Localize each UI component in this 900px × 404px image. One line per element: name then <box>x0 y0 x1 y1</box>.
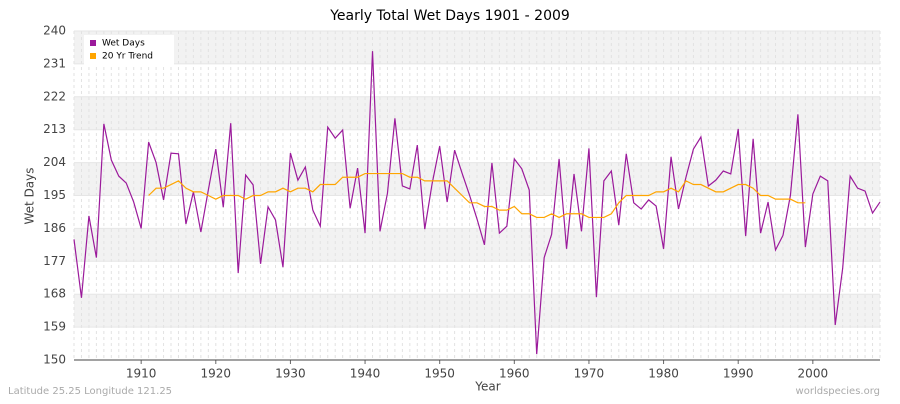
x-tick-label: 1910 <box>126 367 157 381</box>
x-tick-label: 1990 <box>723 367 754 381</box>
y-tick-label: 240 <box>43 24 66 38</box>
y-tick-label: 186 <box>43 221 66 235</box>
y-tick-label: 150 <box>43 353 66 367</box>
legend-label: 20 Yr Trend <box>102 52 153 62</box>
y-tick-label: 222 <box>43 89 66 103</box>
grid-band <box>74 162 880 196</box>
x-tick-label: 1980 <box>648 367 679 381</box>
footer-left: Latitude 25.25 Longitude 121.25 <box>8 386 172 397</box>
x-tick-label: 1970 <box>574 367 605 381</box>
legend-box <box>84 35 174 65</box>
y-tick-label: 213 <box>43 122 66 136</box>
grid-band <box>74 31 880 64</box>
y-tick-label: 168 <box>43 287 66 301</box>
x-tick-label: 1950 <box>424 367 455 381</box>
chart-title: Yearly Total Wet Days 1901 - 2009 <box>329 8 570 24</box>
legend-label: Wet Days <box>102 39 145 49</box>
x-tick-label: 1930 <box>275 367 306 381</box>
x-tick-label: 1920 <box>201 367 232 381</box>
grid-band <box>74 228 880 262</box>
y-tick-label: 159 <box>43 320 66 334</box>
x-axis-label: Year <box>474 380 500 394</box>
y-axis-label: Wet Days <box>23 167 37 224</box>
data-line <box>73 51 881 355</box>
x-tick-label: 1960 <box>499 367 530 381</box>
x-tick-label: 1940 <box>350 367 381 381</box>
data-line <box>148 172 806 219</box>
y-tick-label: 204 <box>43 155 66 169</box>
grid-band <box>74 294 880 328</box>
legend-swatch <box>90 53 96 59</box>
y-tick-label: 195 <box>43 188 66 202</box>
footer-right: worldspecies.org <box>796 386 880 397</box>
y-tick-label: 177 <box>43 254 66 268</box>
legend-swatch <box>90 40 96 46</box>
grid-band <box>74 96 880 130</box>
x-tick-label: 2000 <box>798 367 829 381</box>
y-tick-label: 231 <box>43 56 66 70</box>
